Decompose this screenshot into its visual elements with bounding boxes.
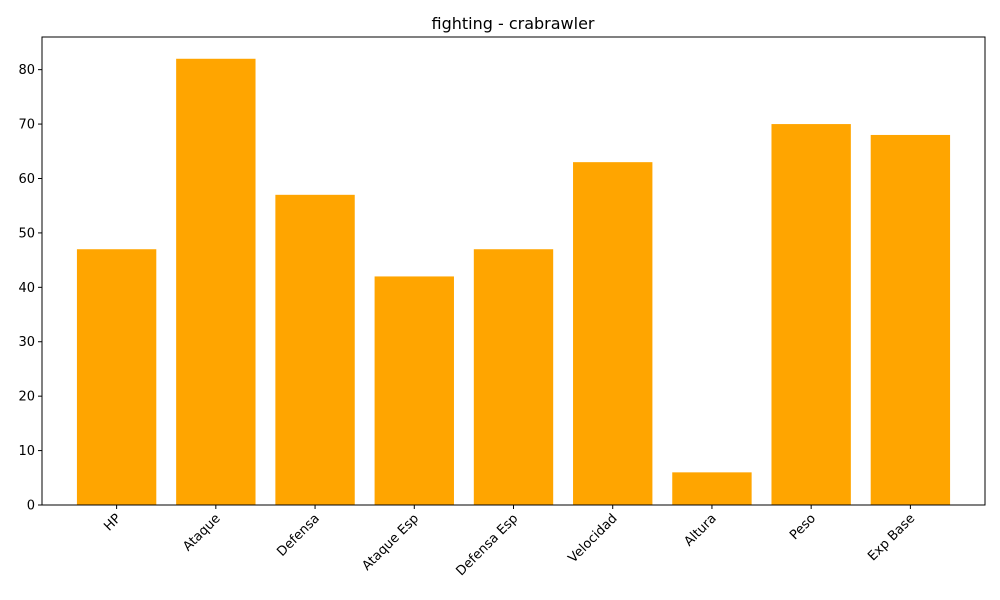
y-tick-label: 10 xyxy=(18,444,35,459)
x-tick-label: Defensa Esp xyxy=(453,511,521,579)
x-tick-label: Ataque Esp xyxy=(359,511,422,574)
y-tick-label: 20 xyxy=(18,390,35,405)
bar-ataque-esp xyxy=(374,276,454,505)
x-tick-label: Exp Base xyxy=(865,511,918,564)
bar-velocidad xyxy=(573,162,653,506)
bar-ataque xyxy=(176,58,256,505)
bars-group xyxy=(76,58,951,506)
bar-exp-base xyxy=(870,134,951,505)
x-tick-label: Altura xyxy=(681,511,719,549)
bar-hp xyxy=(76,249,157,505)
x-tick-label: HP xyxy=(101,511,124,534)
y-tick-label: 80 xyxy=(18,63,35,78)
x-axis: HP Ataque Defensa Ataque Esp Defensa Esp Velo… xyxy=(101,505,918,579)
y-tick-label: 60 xyxy=(18,172,35,187)
bar-altura xyxy=(672,472,752,505)
bar-defensa-esp xyxy=(473,249,554,505)
x-tick-label: Velocidad xyxy=(566,511,621,566)
bar-defensa xyxy=(275,194,355,505)
y-axis: 0 10 20 30 40 50 60 70 80 xyxy=(18,63,42,514)
y-tick-label: 40 xyxy=(18,281,35,296)
y-tick-label: 0 xyxy=(27,499,35,514)
y-tick-label: 50 xyxy=(18,226,35,241)
chart-title: fighting - crabrawler xyxy=(431,14,594,33)
bar-peso xyxy=(771,124,851,506)
x-tick-label: Ataque xyxy=(180,511,223,554)
x-tick-label: Peso xyxy=(787,511,819,543)
x-tick-label: Defensa xyxy=(274,511,322,559)
y-tick-label: 30 xyxy=(18,335,35,350)
y-tick-label: 70 xyxy=(18,118,35,133)
